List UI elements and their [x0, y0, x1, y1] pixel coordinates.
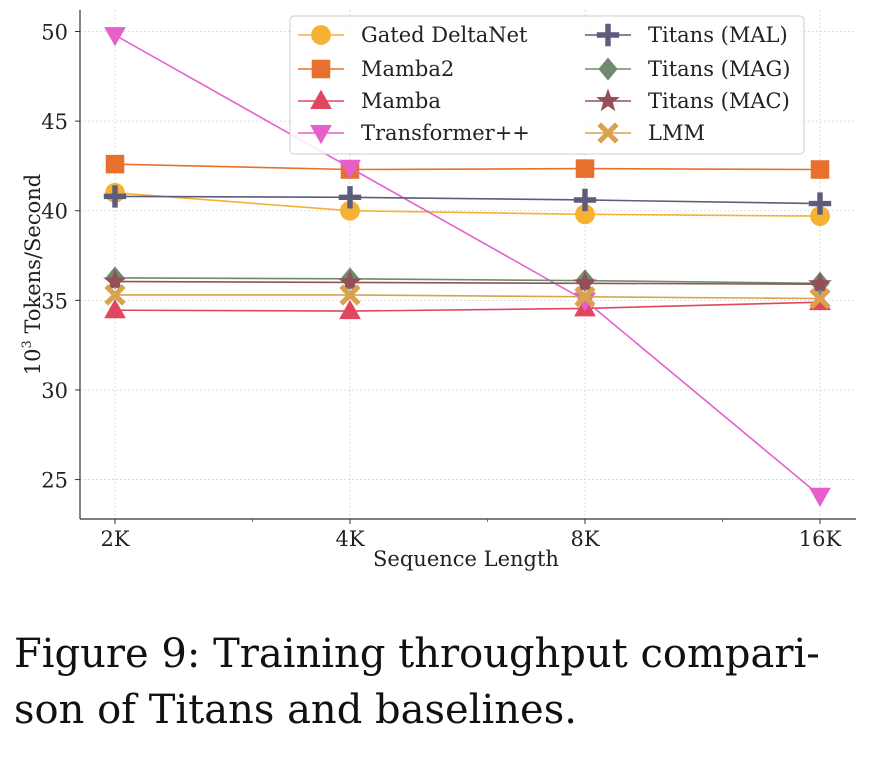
series-line: [114, 34, 821, 497]
caption-line-1: Figure 9: Training throughput compari-: [14, 631, 820, 677]
data-point: [809, 287, 831, 310]
series-line: [114, 192, 821, 217]
data-point: [310, 89, 332, 109]
legend-item: LMM: [585, 121, 705, 145]
axes: [79, 10, 856, 520]
data-point: [810, 160, 830, 179]
data-point: [598, 57, 618, 81]
data-point: [338, 186, 362, 209]
y-axis-label: 103 Tokens/Second: [20, 174, 45, 375]
data-point: [808, 271, 832, 295]
data-point: [105, 154, 125, 174]
legend-label: Titans (MAC): [648, 89, 790, 113]
data-point-stroke: [597, 122, 619, 144]
data-point-stroke: [104, 284, 126, 306]
data-point: [809, 487, 831, 507]
data-point: [574, 286, 596, 308]
legend-item: Transformer++: [298, 121, 530, 145]
data-point: [597, 122, 619, 144]
data-point: [575, 159, 595, 178]
series-line: [114, 163, 821, 171]
legend-label: Titans (MAL): [648, 23, 788, 47]
y-tick-label: 45: [41, 110, 68, 134]
series-line: [114, 301, 821, 312]
legend-item: Titans (MAL): [585, 23, 788, 47]
legend-label: Mamba2: [361, 57, 454, 81]
data-point: [311, 25, 331, 45]
series-line: [114, 280, 821, 286]
data-point: [573, 270, 597, 294]
x-tick-label: 16K: [799, 527, 842, 551]
legend-item: Mamba2: [298, 57, 454, 81]
series-mamba2: [105, 154, 830, 179]
x-tick-label: 4K: [335, 527, 364, 551]
series-line: [115, 294, 821, 300]
series-transformer: [104, 27, 831, 507]
legend-label: Gated DeltaNet: [361, 23, 528, 47]
y-tick-label: 30: [41, 379, 68, 403]
data-point: [310, 125, 332, 145]
x-axis-label: Sequence Length: [373, 547, 559, 571]
legend-label: Transformer++: [361, 121, 530, 145]
legend-item: Gated DeltaNet: [298, 23, 528, 47]
legend-item: Mamba: [298, 89, 441, 113]
y-tick-label: 40: [41, 200, 68, 224]
series-titans-mag: [105, 266, 830, 295]
data-series: [103, 27, 832, 507]
caption-line-2: son of Titans and baselines.: [14, 687, 577, 733]
data-point: [311, 59, 331, 79]
legend-box: [289, 15, 805, 155]
data-point-stroke: [339, 284, 361, 306]
x-tick-label: 8K: [570, 527, 599, 551]
series-lmm: [104, 284, 831, 310]
data-point-stroke: [574, 286, 596, 308]
y-tick-label: 35: [41, 289, 68, 313]
legend-label: LMM: [648, 121, 705, 145]
data-point: [103, 269, 127, 292]
data-point: [808, 192, 832, 215]
legend-item: Titans (MAC): [585, 88, 790, 113]
data-point: [103, 185, 127, 208]
series-line: [114, 195, 821, 205]
legend-label: Titans (MAG): [648, 57, 791, 81]
data-point: [339, 284, 361, 306]
data-point: [104, 299, 126, 319]
series-line: [114, 277, 821, 285]
y-tick-label: 50: [41, 21, 68, 45]
data-point: [338, 269, 362, 293]
data-point: [575, 204, 595, 225]
figure-caption: Figure 9: Training throughput compari- s…: [14, 626, 884, 738]
data-point-stroke: [809, 287, 831, 310]
series-titans-mal: [103, 185, 832, 215]
legend: Gated DeltaNet Mamba2 Mamba Transformer++ Ti…: [289, 15, 805, 155]
series-titans-mac: [103, 269, 832, 295]
data-point: [340, 200, 360, 221]
data-point: [596, 88, 620, 112]
data-point: [104, 284, 126, 306]
data-point: [573, 188, 597, 212]
data-point: [339, 159, 361, 179]
data-point: [104, 27, 126, 47]
legend-label: Mamba: [361, 89, 441, 113]
data-point: [596, 23, 620, 47]
series-gated-deltanet: [105, 182, 830, 227]
x-tick-label: 2K: [100, 527, 129, 551]
data-point: [339, 299, 361, 320]
data-point: [810, 206, 830, 227]
legend-item: Titans (MAG): [585, 57, 791, 81]
y-tick-label: 25: [41, 469, 68, 493]
throughput-chart: 25 30 35 40 45 50 2K 4K 8K 16K Gated DeltaNet Mamb…: [20, 10, 856, 571]
tick-labels: 25 30 35 40 45 50 2K 4K 8K 16K: [41, 21, 842, 551]
